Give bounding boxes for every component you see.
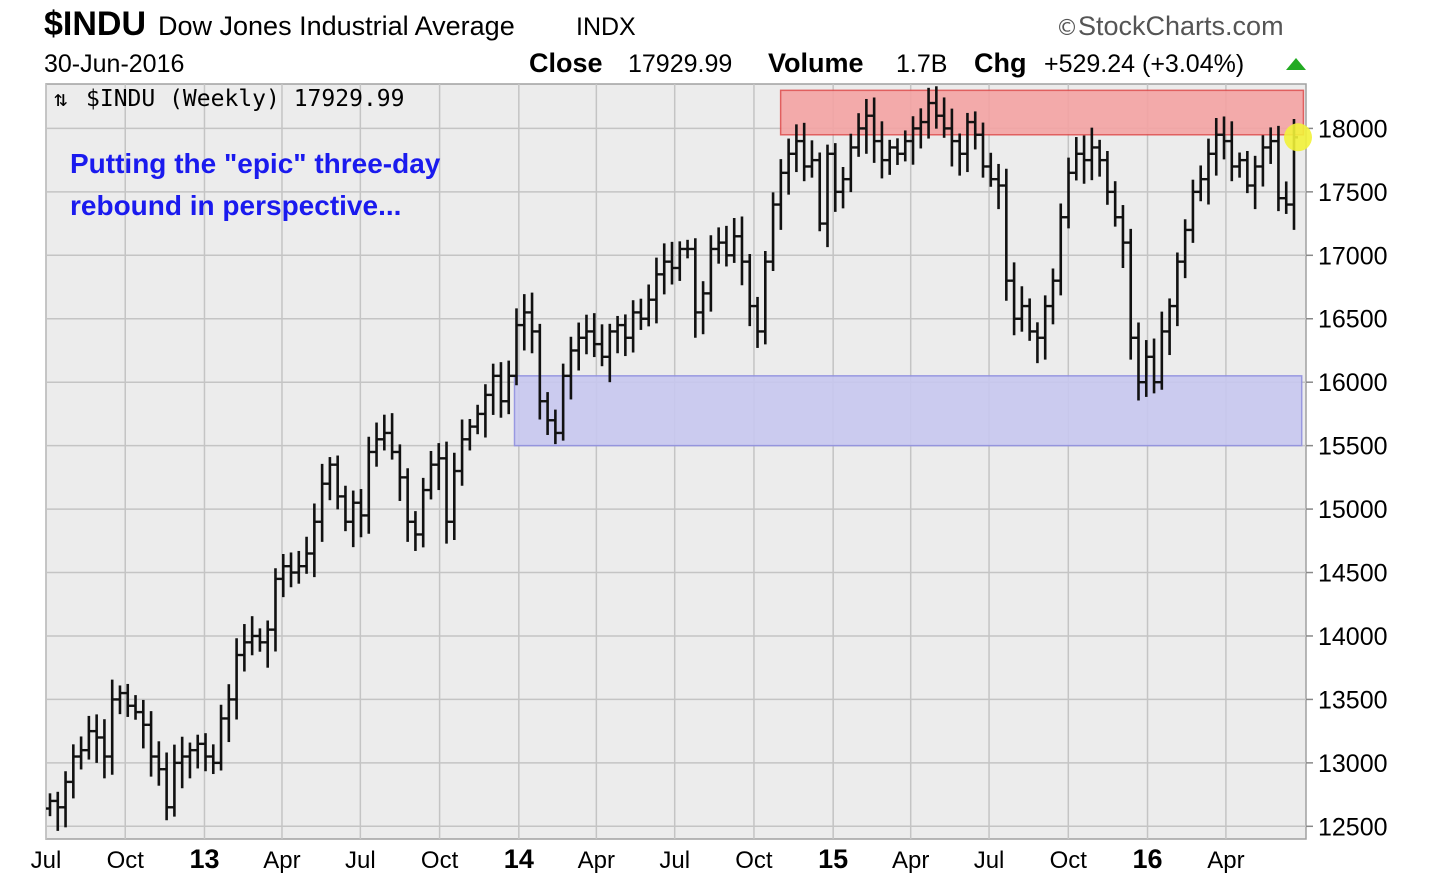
legend: ⇅ $INDU (Weekly) 17929.99 [54,86,405,112]
chg-value: +529.24 (+3.04%) [1044,50,1244,78]
y-tick-label: 16000 [1318,369,1388,397]
y-tick-label: 18000 [1318,115,1388,143]
x-tick-label: 15 [818,844,848,874]
x-tick-label: Oct [1050,847,1088,874]
x-tick-label: Jul [345,847,376,874]
close-value: 17929.99 [628,50,732,78]
y-tick-label: 13500 [1318,686,1388,714]
price-bars [46,86,1298,831]
legend-text: $INDU (Weekly) 17929.99 [86,86,405,112]
x-tick-label: Oct [107,847,145,874]
y-axis-ticks [1306,127,1313,828]
copyright-icon: © [1056,16,1078,41]
index-name: Dow Jones Industrial Average [158,11,515,41]
y-gridlines [46,127,1306,828]
support-zone [513,375,1303,447]
zones [513,89,1305,447]
y-tick-label: 13000 [1318,750,1388,778]
y-tick-label: 16500 [1318,306,1388,334]
x-tick-label: Oct [735,847,773,874]
y-axis-labels: 12500 13000 13500 14000 14500 15000 15500 16000… [1318,115,1388,841]
close-label: Close [529,48,603,78]
x-tick-label: Apr [578,847,615,874]
y-tick-label: 15500 [1318,433,1388,461]
x-tick-label: Apr [1207,847,1244,874]
y-tick-label: 17500 [1318,179,1388,207]
y-tick-label: 14500 [1318,560,1388,588]
y-tick-label: 14000 [1318,623,1388,651]
x-tick-label: 16 [1133,844,1163,874]
volume-value: 1.7B [896,50,947,78]
y-tick-label: 12500 [1318,813,1388,841]
chg-label: Chg [974,48,1026,78]
y-tick-label: 17000 [1318,242,1388,270]
annotation-line-1: Putting the "epic" three-day [70,148,441,179]
date: 30-Jun-2016 [44,50,184,78]
plot-area [45,83,1307,840]
x-axis-labels: Jul Oct 13 Apr Jul Oct 14 Apr Jul Oct 15 Apr Jul Oct 1… [31,844,1245,874]
x-tick-label: 14 [504,844,534,874]
x-tick-label: Oct [421,847,459,874]
legend-icon: ⇅ [54,87,67,112]
x-tick-label: Jul [974,847,1005,874]
y-tick-label: 15000 [1318,496,1388,524]
volume-label: Volume [768,48,864,78]
x-tick-label: Jul [659,847,690,874]
up-arrow-icon [1286,58,1306,70]
x-tick-label: Jul [31,847,62,874]
x-tick-label: Apr [892,847,929,874]
symbol: $INDU [44,5,146,43]
annotation-line-2: rebound in perspective... [70,190,401,221]
x-tick-label: 13 [189,844,219,874]
exchange: INDX [576,13,636,41]
x-tick-label: Apr [263,847,300,874]
last-price-marker [1284,123,1312,152]
brand: StockCharts.com [1078,11,1284,41]
